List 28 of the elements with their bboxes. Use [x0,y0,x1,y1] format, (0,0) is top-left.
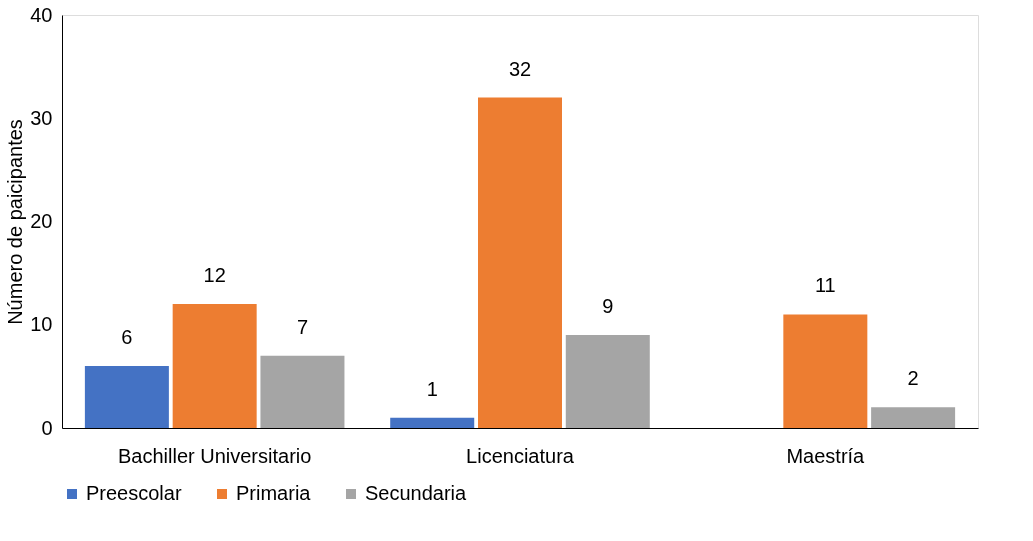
x-tick-label: Maestría [786,444,866,467]
bar [783,314,868,428]
y-tick-label: 40 [30,3,53,26]
bar [478,97,562,428]
x-tick-label: Bachiller Universitario [117,444,312,467]
y-tick-label: 0 [41,416,53,439]
bar [390,417,475,428]
bar [871,407,956,428]
y-tick-label: 20 [30,210,53,232]
data-label: 11 [814,274,836,297]
data-label: 6 [121,326,133,349]
y-axis-title: Número de paicipantes [4,119,27,325]
data-label: 9 [602,295,614,318]
bar [172,304,257,428]
y-tick-label: 30 [30,106,53,129]
data-label: 1 [426,377,438,400]
bar [84,366,169,428]
legend-label: Preescolar [86,482,182,504]
data-label: 12 [203,264,226,287]
bar [260,355,345,428]
y-tick-label: 10 [30,313,53,336]
legend-label: Secundaria [365,482,468,504]
data-label: 7 [296,315,309,338]
legend-label: Primaria [236,482,312,504]
bar [565,335,650,428]
data-label: 32 [508,57,532,80]
data-label: 2 [907,367,919,390]
x-tick-label: Licenciatura [466,444,575,467]
